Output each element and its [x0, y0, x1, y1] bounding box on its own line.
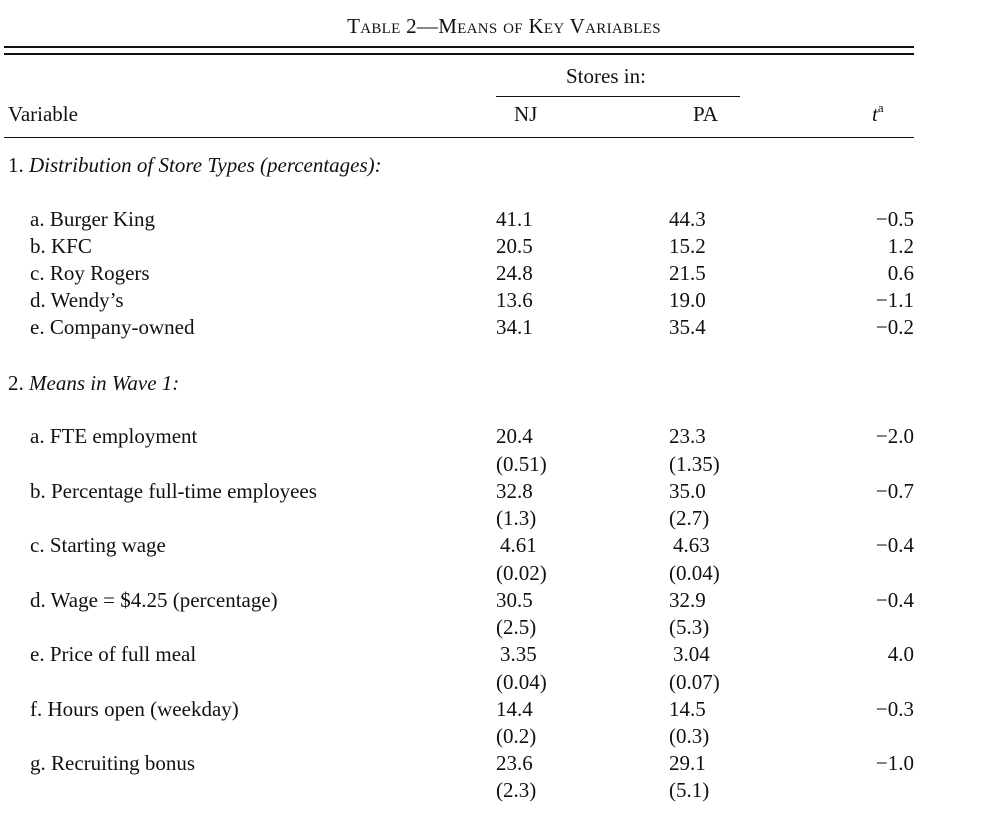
- cell-pa-se: (0.04): [669, 561, 720, 585]
- cell-nj: 20.5: [496, 234, 533, 258]
- section2-heading: 2. Means in Wave 1:: [8, 373, 179, 394]
- row-label: b. Percentage full-time employees: [30, 479, 317, 503]
- cell-nj: 23.6: [496, 751, 533, 775]
- cell-nj-se: (0.02): [496, 561, 547, 585]
- cell-pa-se: (5.1): [669, 778, 710, 802]
- section2-label: Means in Wave 1:: [29, 371, 180, 395]
- section1-number: 1.: [8, 153, 24, 177]
- cell-pa-se: (0.07): [669, 670, 720, 694]
- header-stores-in: Stores in:: [566, 64, 646, 88]
- cell-nj: 30.5: [496, 588, 533, 612]
- section1-heading: 1. Distribution of Store Types (percenta…: [8, 155, 382, 176]
- cell-t: −0.3: [875, 697, 914, 721]
- header-pa: PA: [693, 102, 718, 126]
- cell-pa: 23.3: [669, 424, 706, 448]
- cell-pa: 19.0: [669, 288, 706, 312]
- stores-in-rule: [496, 96, 740, 98]
- cell-pa-se: (5.3): [669, 615, 710, 639]
- cell-t: −0.5: [875, 207, 914, 231]
- cell-nj-se: (0.2): [496, 724, 537, 748]
- cell-t: −0.7: [875, 479, 914, 503]
- cell-t: −0.2: [875, 315, 914, 339]
- row-label: e. Price of full meal: [30, 642, 197, 666]
- cell-nj: 41.1: [496, 207, 533, 231]
- row-label: e. Company-owned: [30, 315, 195, 339]
- cell-nj-se: (1.3): [496, 506, 537, 530]
- header-t-footnote: a: [877, 100, 884, 115]
- cell-pa-se: (2.7): [669, 506, 710, 530]
- row-label: a. FTE employment: [30, 424, 198, 448]
- cell-nj: 4.61: [500, 533, 537, 557]
- row-label: d. Wendy’s: [30, 288, 124, 312]
- cell-t: 4.0: [887, 642, 914, 666]
- cell-t: −0.4: [875, 588, 914, 612]
- header-variable: Variable: [8, 102, 78, 126]
- cell-t: 0.6: [887, 261, 914, 285]
- header-t-symbol: t: [872, 102, 878, 126]
- header-rule: [4, 137, 914, 139]
- cell-pa: 29.1: [669, 751, 706, 775]
- top-rule-2: [4, 53, 914, 55]
- row-label: c. Roy Rogers: [30, 261, 150, 285]
- row-label: g. Recruiting bonus: [30, 751, 196, 775]
- cell-pa-se: (0.3): [669, 724, 710, 748]
- cell-nj: 24.8: [496, 261, 533, 285]
- cell-pa: 4.63: [673, 533, 710, 557]
- row-label: c. Starting wage: [30, 533, 166, 557]
- cell-t: −2.0: [875, 424, 914, 448]
- cell-t: −1.1: [875, 288, 914, 312]
- cell-nj: 14.4: [496, 697, 533, 721]
- cell-nj-se: (2.5): [496, 615, 537, 639]
- cell-pa: 35.4: [669, 315, 706, 339]
- cell-pa: 35.0: [669, 479, 706, 503]
- cell-pa: 32.9: [669, 588, 706, 612]
- cell-pa: 44.3: [669, 207, 706, 231]
- row-label: b. KFC: [30, 234, 92, 258]
- row-label: a. Burger King: [30, 207, 156, 231]
- section1-label: Distribution of Store Types (percentages…: [29, 153, 382, 177]
- cell-pa: 21.5: [669, 261, 706, 285]
- cell-pa: 14.5: [669, 697, 706, 721]
- section2-number: 2.: [8, 371, 24, 395]
- cell-t: −0.4: [875, 533, 914, 557]
- cell-nj: 34.1: [496, 315, 533, 339]
- header-nj: NJ: [514, 102, 538, 126]
- top-rule-1: [4, 46, 914, 48]
- cell-nj: 32.8: [496, 479, 533, 503]
- cell-pa: 15.2: [669, 234, 706, 258]
- header-t: ta: [872, 101, 884, 126]
- cell-t: 1.2: [887, 234, 914, 258]
- cell-pa-se: (1.35): [669, 452, 720, 476]
- row-label: f. Hours open (weekday): [30, 697, 239, 721]
- cell-nj: 20.4: [496, 424, 533, 448]
- cell-nj-se: (0.04): [496, 670, 547, 694]
- table-title: Table 2—Means of Key Variables: [347, 14, 661, 38]
- cell-nj: 13.6: [496, 288, 533, 312]
- cell-nj: 3.35: [500, 642, 537, 666]
- cell-pa: 3.04: [673, 642, 710, 666]
- row-label: d. Wage = $4.25 (percentage): [30, 588, 278, 612]
- cell-nj-se: (2.3): [496, 778, 537, 802]
- cell-t: −1.0: [875, 751, 914, 775]
- cell-nj-se: (0.51): [496, 452, 547, 476]
